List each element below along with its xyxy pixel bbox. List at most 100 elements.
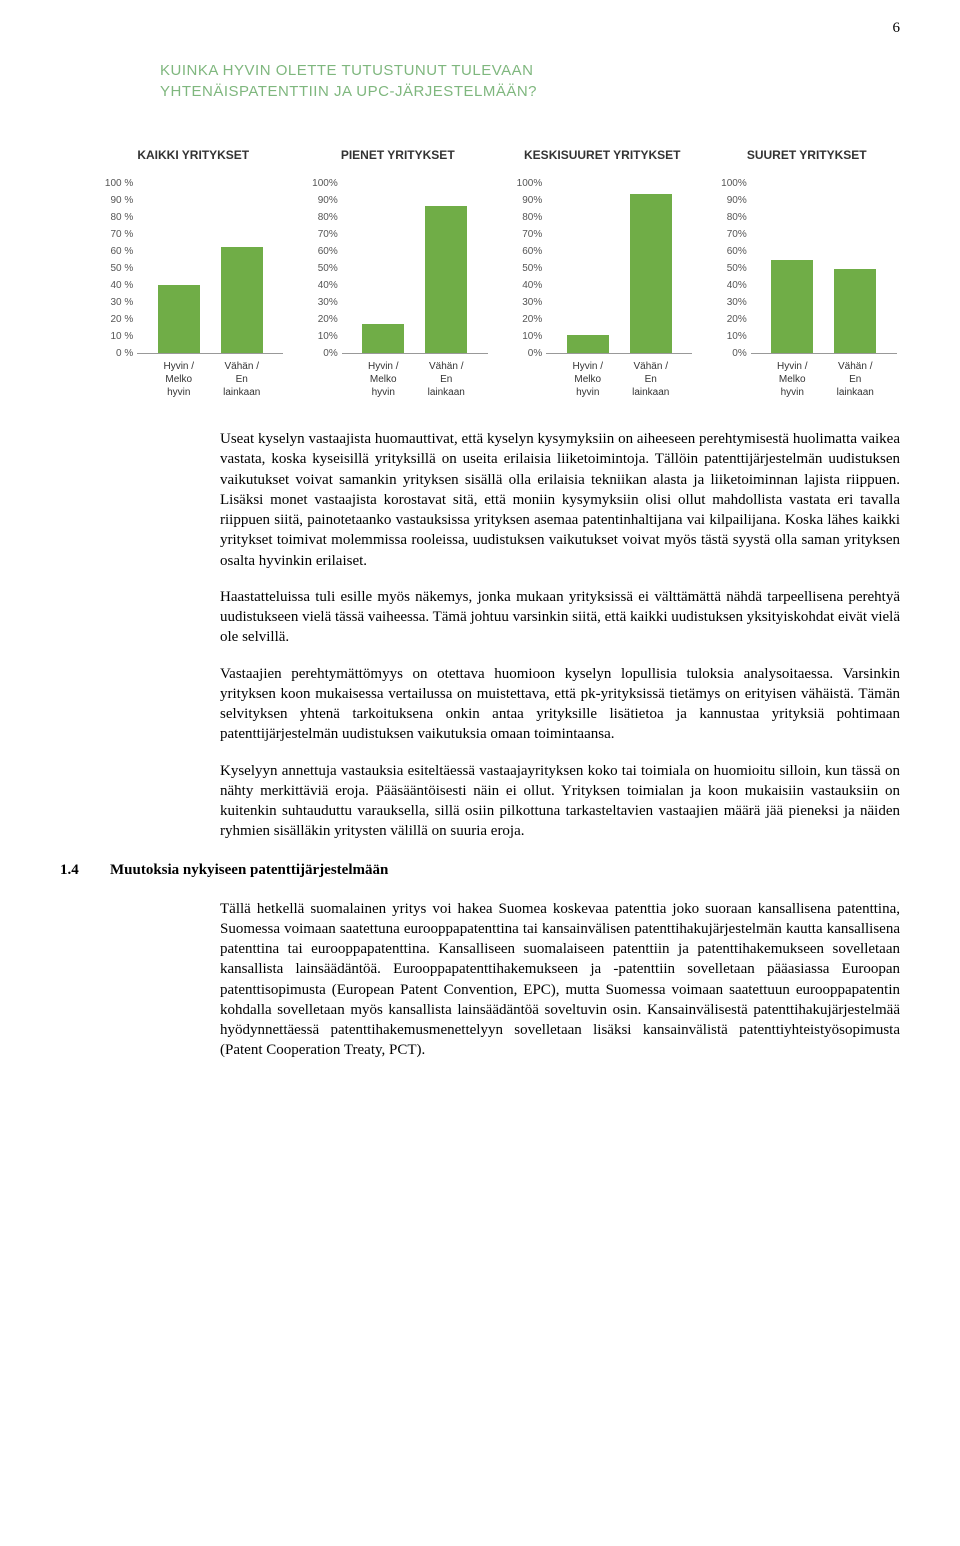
bars-container [137, 174, 283, 353]
body-paragraph: Kyselyyn annettuja vastauksia esiteltäes… [220, 761, 900, 842]
y-tick: 10% [512, 332, 542, 342]
body-text: Useat kyselyn vastaajista huomauttivat, … [220, 429, 900, 842]
y-tick: 40% [512, 281, 542, 291]
y-tick: 70% [512, 230, 542, 240]
y-tick: 80% [512, 213, 542, 223]
y-tick: 90% [512, 196, 542, 206]
y-axis: 0%10%20%30%40%50%60%70%80%90%100% [512, 174, 546, 354]
y-tick: 0% [308, 349, 338, 359]
y-axis: 0%10%20%30%40%50%60%70%80%90%100% [308, 174, 342, 354]
x-labels: Hyvin /Melkohyvin Vähän /Enlainkaan [342, 360, 488, 399]
chart-panel-title: KESKISUURET YRITYKSET [524, 132, 680, 162]
y-axis: 0%10%20%30%40%50%60%70%80%90%100% [717, 174, 751, 354]
chart-panel: KAIKKI YRITYKSET 0 % 10 % 20 % 30 % 40 % 50 % 6… [100, 132, 287, 399]
y-tick: 30 % [103, 298, 133, 308]
y-tick: 90% [717, 196, 747, 206]
y-tick: 70% [717, 230, 747, 240]
chart-panel: PIENET YRITYKSET 0% 10% 20% 30% 40% 50% 60% 70% 8… [305, 132, 492, 399]
y-tick: 100 % [103, 179, 133, 189]
y-tick: 100% [717, 179, 747, 189]
bar [567, 335, 609, 353]
y-tick: 60% [717, 247, 747, 257]
chart-panel-title: KAIKKI YRITYKSET [137, 132, 249, 162]
body-paragraph: Haastatteluissa tuli esille myös näkemys… [220, 587, 900, 648]
y-tick: 30% [308, 298, 338, 308]
y-tick: 10 % [103, 332, 133, 342]
body-paragraph: Vastaajien perehtymättömyys on otettava … [220, 664, 900, 745]
chart-plot: 0%10%20%30%40%50%60%70%80%90%100% [512, 174, 692, 354]
y-tick: 100% [512, 179, 542, 189]
bar [630, 194, 672, 353]
plot-area [137, 174, 283, 354]
y-tick: 20% [717, 315, 747, 325]
y-tick: 20 % [103, 315, 133, 325]
bar [425, 206, 467, 353]
y-tick: 80 % [103, 213, 133, 223]
chart-plot: 0%10%20%30%40%50%60%70%80%90%100% [717, 174, 897, 354]
bars-container [342, 174, 488, 353]
bar [771, 260, 813, 353]
x-label: Hyvin /Melkohyvin [563, 360, 613, 399]
y-axis: 0 %10 %20 %30 %40 %50 %60 %70 %80 %90 %1… [103, 174, 137, 354]
y-tick: 0% [717, 349, 747, 359]
x-labels: Hyvin /Melkohyvin Vähän /Enlainkaan [137, 360, 283, 399]
x-labels: Hyvin /Melkohyvin Vähän /Enlainkaan [546, 360, 692, 399]
y-tick: 0% [512, 349, 542, 359]
y-tick: 20% [308, 315, 338, 325]
y-tick: 40% [308, 281, 338, 291]
page-number: 6 [893, 20, 901, 37]
y-tick: 10% [308, 332, 338, 342]
y-tick: 70 % [103, 230, 133, 240]
y-tick: 0 % [103, 349, 133, 359]
body-paragraph: Useat kyselyn vastaajista huomauttivat, … [220, 429, 900, 571]
y-tick: 60% [512, 247, 542, 257]
x-label: Vähän /Enlainkaan [626, 360, 676, 399]
chart-heading: KUINKA HYVIN OLETTE TUTUSTUNUT TULEVAAN … [160, 60, 900, 102]
chart-heading-line1: KUINKA HYVIN OLETTE TUTUSTUNUT TULEVAAN [160, 62, 533, 79]
section-paragraph: Tällä hetkellä suomalainen yritys voi ha… [220, 899, 900, 1061]
y-tick: 50% [512, 264, 542, 274]
y-tick: 70% [308, 230, 338, 240]
x-label: Hyvin /Melkohyvin [767, 360, 817, 399]
y-tick: 50 % [103, 264, 133, 274]
section-title: Muutoksia nykyiseen patenttijärjestelmää… [110, 862, 388, 879]
chart-panel: KESKISUURET YRITYKSET 0% 10% 20% 30% 40% 50% 60… [509, 132, 696, 399]
x-label: Hyvin /Melkohyvin [358, 360, 408, 399]
bars-container [751, 174, 897, 353]
chart-plot: 0%10%20%30%40%50%60%70%80%90%100% [308, 174, 488, 354]
y-tick: 30% [717, 298, 747, 308]
y-tick: 60% [308, 247, 338, 257]
section-body: Tällä hetkellä suomalainen yritys voi ha… [220, 899, 900, 1061]
chart-plot: 0 %10 %20 %30 %40 %50 %60 %70 %80 %90 %1… [103, 174, 283, 354]
plot-area [546, 174, 692, 354]
chart-panel-title: SUURET YRITYKSET [747, 132, 867, 162]
y-tick: 50% [308, 264, 338, 274]
y-tick: 60 % [103, 247, 133, 257]
bar [362, 324, 404, 353]
y-tick: 40 % [103, 281, 133, 291]
chart-heading-line2: YHTENÄISPATENTTIIN JA UPC-JÄRJESTELMÄÄN? [160, 83, 537, 100]
x-label: Vähän /Enlainkaan [830, 360, 880, 399]
y-tick: 80% [308, 213, 338, 223]
bar [834, 269, 876, 353]
bar [221, 247, 263, 353]
y-tick: 80% [717, 213, 747, 223]
y-tick: 100% [308, 179, 338, 189]
x-label: Vähän /Enlainkaan [421, 360, 471, 399]
plot-area [342, 174, 488, 354]
y-tick: 90% [308, 196, 338, 206]
section-number: 1.4 [60, 862, 110, 879]
bar [158, 285, 200, 353]
section-heading-row: 1.4 Muutoksia nykyiseen patenttijärjeste… [60, 862, 900, 879]
chart-panel: SUURET YRITYKSET0%10%20%30%40%50%60%70%8… [714, 132, 901, 399]
y-tick: 20% [512, 315, 542, 325]
chart-panel-title: PIENET YRITYKSET [341, 132, 455, 162]
y-tick: 40% [717, 281, 747, 291]
y-tick: 90 % [103, 196, 133, 206]
bars-container [546, 174, 692, 353]
y-tick: 30% [512, 298, 542, 308]
x-labels: Hyvin /Melkohyvin Vähän /Enlainkaan [751, 360, 897, 399]
x-label: Vähän /Enlainkaan [217, 360, 267, 399]
y-tick: 10% [717, 332, 747, 342]
x-label: Hyvin /Melkohyvin [154, 360, 204, 399]
